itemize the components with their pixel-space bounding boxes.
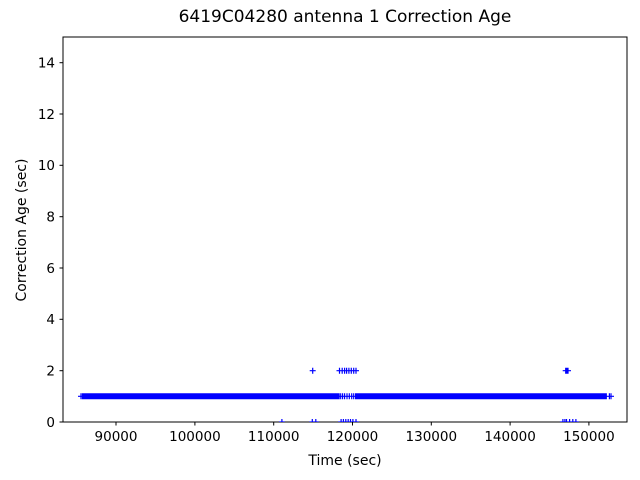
x-tick-label: 90000 (95, 429, 138, 445)
y-tick-label: 10 (38, 158, 55, 174)
x-axis-label: Time (sec) (308, 453, 382, 469)
y-tick-label: 14 (38, 56, 55, 72)
y-tick-label: 6 (46, 261, 55, 277)
y-tick-label: 2 (46, 364, 55, 380)
y-tick-label: 0 (46, 415, 55, 431)
x-tick-label: 150000 (563, 429, 615, 445)
axes-spines (62, 36, 628, 423)
y-tick-label: 8 (46, 210, 55, 226)
y-tick-label: 12 (38, 107, 55, 123)
x-tick-label: 110000 (248, 429, 300, 445)
scatter-points (78, 367, 614, 422)
x-tick-label: 100000 (169, 429, 221, 445)
y-tick-label: 4 (46, 312, 55, 328)
x-tick-label: 120000 (327, 429, 379, 445)
x-tick-label: 130000 (406, 429, 458, 445)
x-tick-label: 140000 (484, 429, 536, 445)
chart-title: 6419C04280 antenna 1 Correction Age (178, 7, 512, 27)
